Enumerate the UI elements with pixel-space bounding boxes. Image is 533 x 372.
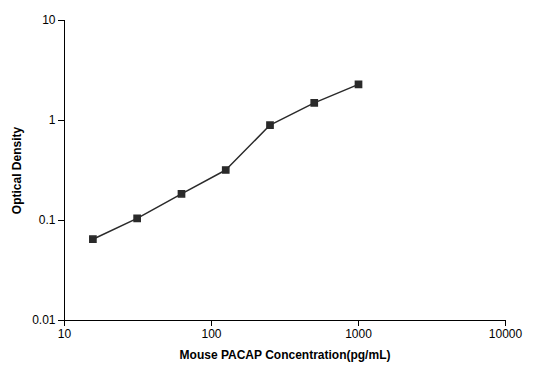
- svg-text:0.1: 0.1: [39, 213, 56, 227]
- svg-text:0.01: 0.01: [32, 313, 56, 327]
- svg-text:1: 1: [49, 113, 56, 127]
- svg-text:1000: 1000: [345, 327, 372, 341]
- svg-text:10: 10: [42, 13, 56, 27]
- svg-text:100: 100: [201, 327, 221, 341]
- svg-text:Mouse PACAP Concentration(pg/m: Mouse PACAP Concentration(pg/mL): [180, 348, 391, 362]
- svg-text:Optical Density: Optical Density: [10, 126, 24, 214]
- svg-text:10: 10: [58, 327, 72, 341]
- svg-text:10000: 10000: [489, 327, 523, 341]
